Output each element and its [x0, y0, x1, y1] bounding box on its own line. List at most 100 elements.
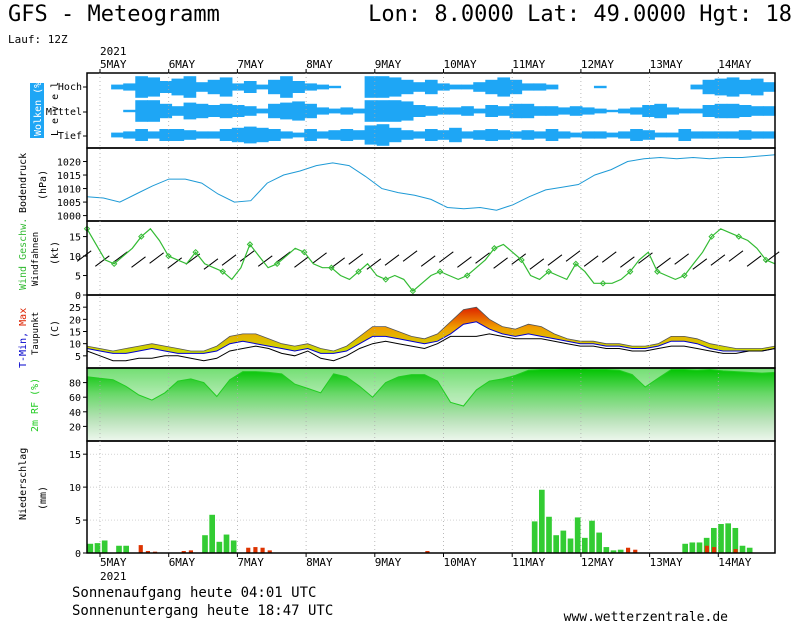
rh-tick-label: 20 — [69, 422, 81, 433]
cloud-cell — [690, 108, 704, 114]
rh-area — [87, 368, 775, 441]
cloud-cell — [195, 131, 209, 139]
date-tick-label-bottom: 5MAY — [100, 556, 127, 569]
cloud-cell — [255, 108, 269, 114]
panel-frame — [86, 147, 776, 222]
precip-rain-bar — [718, 524, 724, 553]
wind-barb — [583, 255, 599, 267]
wind-barb — [547, 254, 563, 266]
cloud-cell — [606, 132, 619, 138]
temperature-tick-label: 15 — [69, 328, 81, 339]
precip-rain-bar — [553, 535, 559, 553]
wind-speed-marker — [246, 241, 254, 248]
wind-speed-marker — [599, 280, 607, 287]
cloud-cell — [147, 131, 161, 139]
precip-tick-label: 5 — [75, 516, 81, 527]
precip-rain-bar — [531, 521, 538, 553]
date-tick-label-bottom: 14MAY — [718, 556, 751, 569]
precip-tick-label: 15 — [69, 450, 81, 461]
cloud-cell — [485, 79, 498, 95]
location-coordinates: Lon: 8.0000 Lat: 49.0000 Hgt: 18 — [368, 2, 792, 27]
cloud-cell — [147, 77, 161, 97]
cloud-cell — [268, 103, 281, 119]
precip-rain-bar — [689, 542, 696, 553]
cloud-cell — [581, 107, 595, 115]
cloud-cell — [412, 105, 426, 117]
temperature-unit-label: (C) — [50, 320, 61, 338]
cloud-cell — [666, 132, 680, 138]
cloud-cell — [545, 84, 559, 90]
cloud-cell — [473, 108, 486, 114]
cloud-cell — [328, 85, 342, 89]
precip-other-bar — [246, 547, 251, 553]
wind-tick-label: 0 — [75, 291, 81, 302]
wind-barb — [692, 258, 708, 270]
cloud-cell — [376, 124, 390, 146]
cloud-cell — [171, 106, 185, 116]
cloud-cell — [750, 78, 764, 96]
wind-speed-marker — [301, 248, 308, 256]
year-label-bottom: 2021 — [100, 570, 127, 583]
cloud-cell — [364, 100, 378, 122]
cloud-cell — [328, 130, 342, 140]
cloud-cell — [352, 130, 366, 140]
cloud-cell — [195, 82, 209, 92]
cloud-cell — [231, 105, 245, 117]
wind-speed-marker — [735, 233, 742, 240]
wind-barb — [674, 253, 689, 265]
rh-tick-label: 80 — [69, 379, 81, 390]
wind-barb — [113, 251, 128, 263]
precip-axis-label: Niederschlag — [18, 448, 29, 520]
cloud-cell — [111, 84, 124, 90]
cloud-cell — [328, 108, 342, 114]
wind-barb — [746, 255, 762, 267]
cloud-cell — [521, 83, 535, 91]
cloud-cell — [509, 131, 523, 139]
precip-rain-bar — [202, 535, 208, 553]
cloud-cell — [183, 102, 197, 120]
cloud-cell — [497, 77, 511, 97]
cloud-cell — [376, 100, 390, 122]
wind-speed-marker — [192, 248, 199, 256]
website-credit[interactable]: www.wetterzentrale.de — [563, 610, 728, 625]
cloud-cell — [654, 103, 667, 119]
cloud-cell — [437, 107, 450, 115]
cloud-cell — [593, 131, 607, 139]
date-tick-label-bottom: 8MAY — [306, 556, 333, 569]
wind-speed-marker — [382, 276, 389, 283]
sunrise-text: Sonnenaufgang heute 04:01 UTC — [72, 585, 317, 601]
cloud-cell — [449, 84, 462, 90]
wind-barb — [384, 254, 400, 266]
wind-speed-marker — [165, 252, 172, 260]
rh-tick-label: 60 — [69, 393, 81, 404]
precip-rain-bar — [101, 540, 108, 553]
pressure-tick-label: 1000 — [57, 212, 81, 223]
cloud-cell — [678, 108, 692, 114]
cloud-cell — [400, 130, 414, 140]
cloud-cell — [292, 81, 305, 93]
wind-speed-marker — [464, 272, 471, 279]
cloud-cell — [388, 127, 402, 143]
meteogram-title: GFS - Meteogramm — [8, 2, 220, 27]
precip-rain-bar — [209, 514, 215, 553]
wind-barb — [420, 255, 436, 267]
temperature-axis-label: T-Min, Max — [18, 308, 29, 368]
cloud-cell — [461, 131, 474, 139]
cloud-cell — [243, 126, 257, 144]
wind-barb-label: Windfahnen — [31, 232, 41, 286]
precip-other-bar — [704, 545, 709, 553]
cloud-cell — [255, 84, 269, 90]
pressure-tick-label: 1015 — [57, 171, 81, 182]
temperature-tick-label: 25 — [69, 303, 81, 314]
date-tick-label-top: 7MAY — [237, 58, 264, 71]
date-tick-label-bottom: 9MAY — [375, 556, 402, 569]
cloud-cell — [207, 131, 221, 139]
cloud-cell — [630, 107, 643, 115]
cloud-cell — [593, 108, 607, 114]
cloud-cell — [388, 77, 402, 97]
cloud-cell — [569, 106, 583, 116]
cloud-cell — [437, 130, 450, 140]
cloud-cell — [618, 108, 631, 114]
cloud-cell — [364, 125, 378, 145]
precip-rain-bar — [87, 543, 94, 553]
